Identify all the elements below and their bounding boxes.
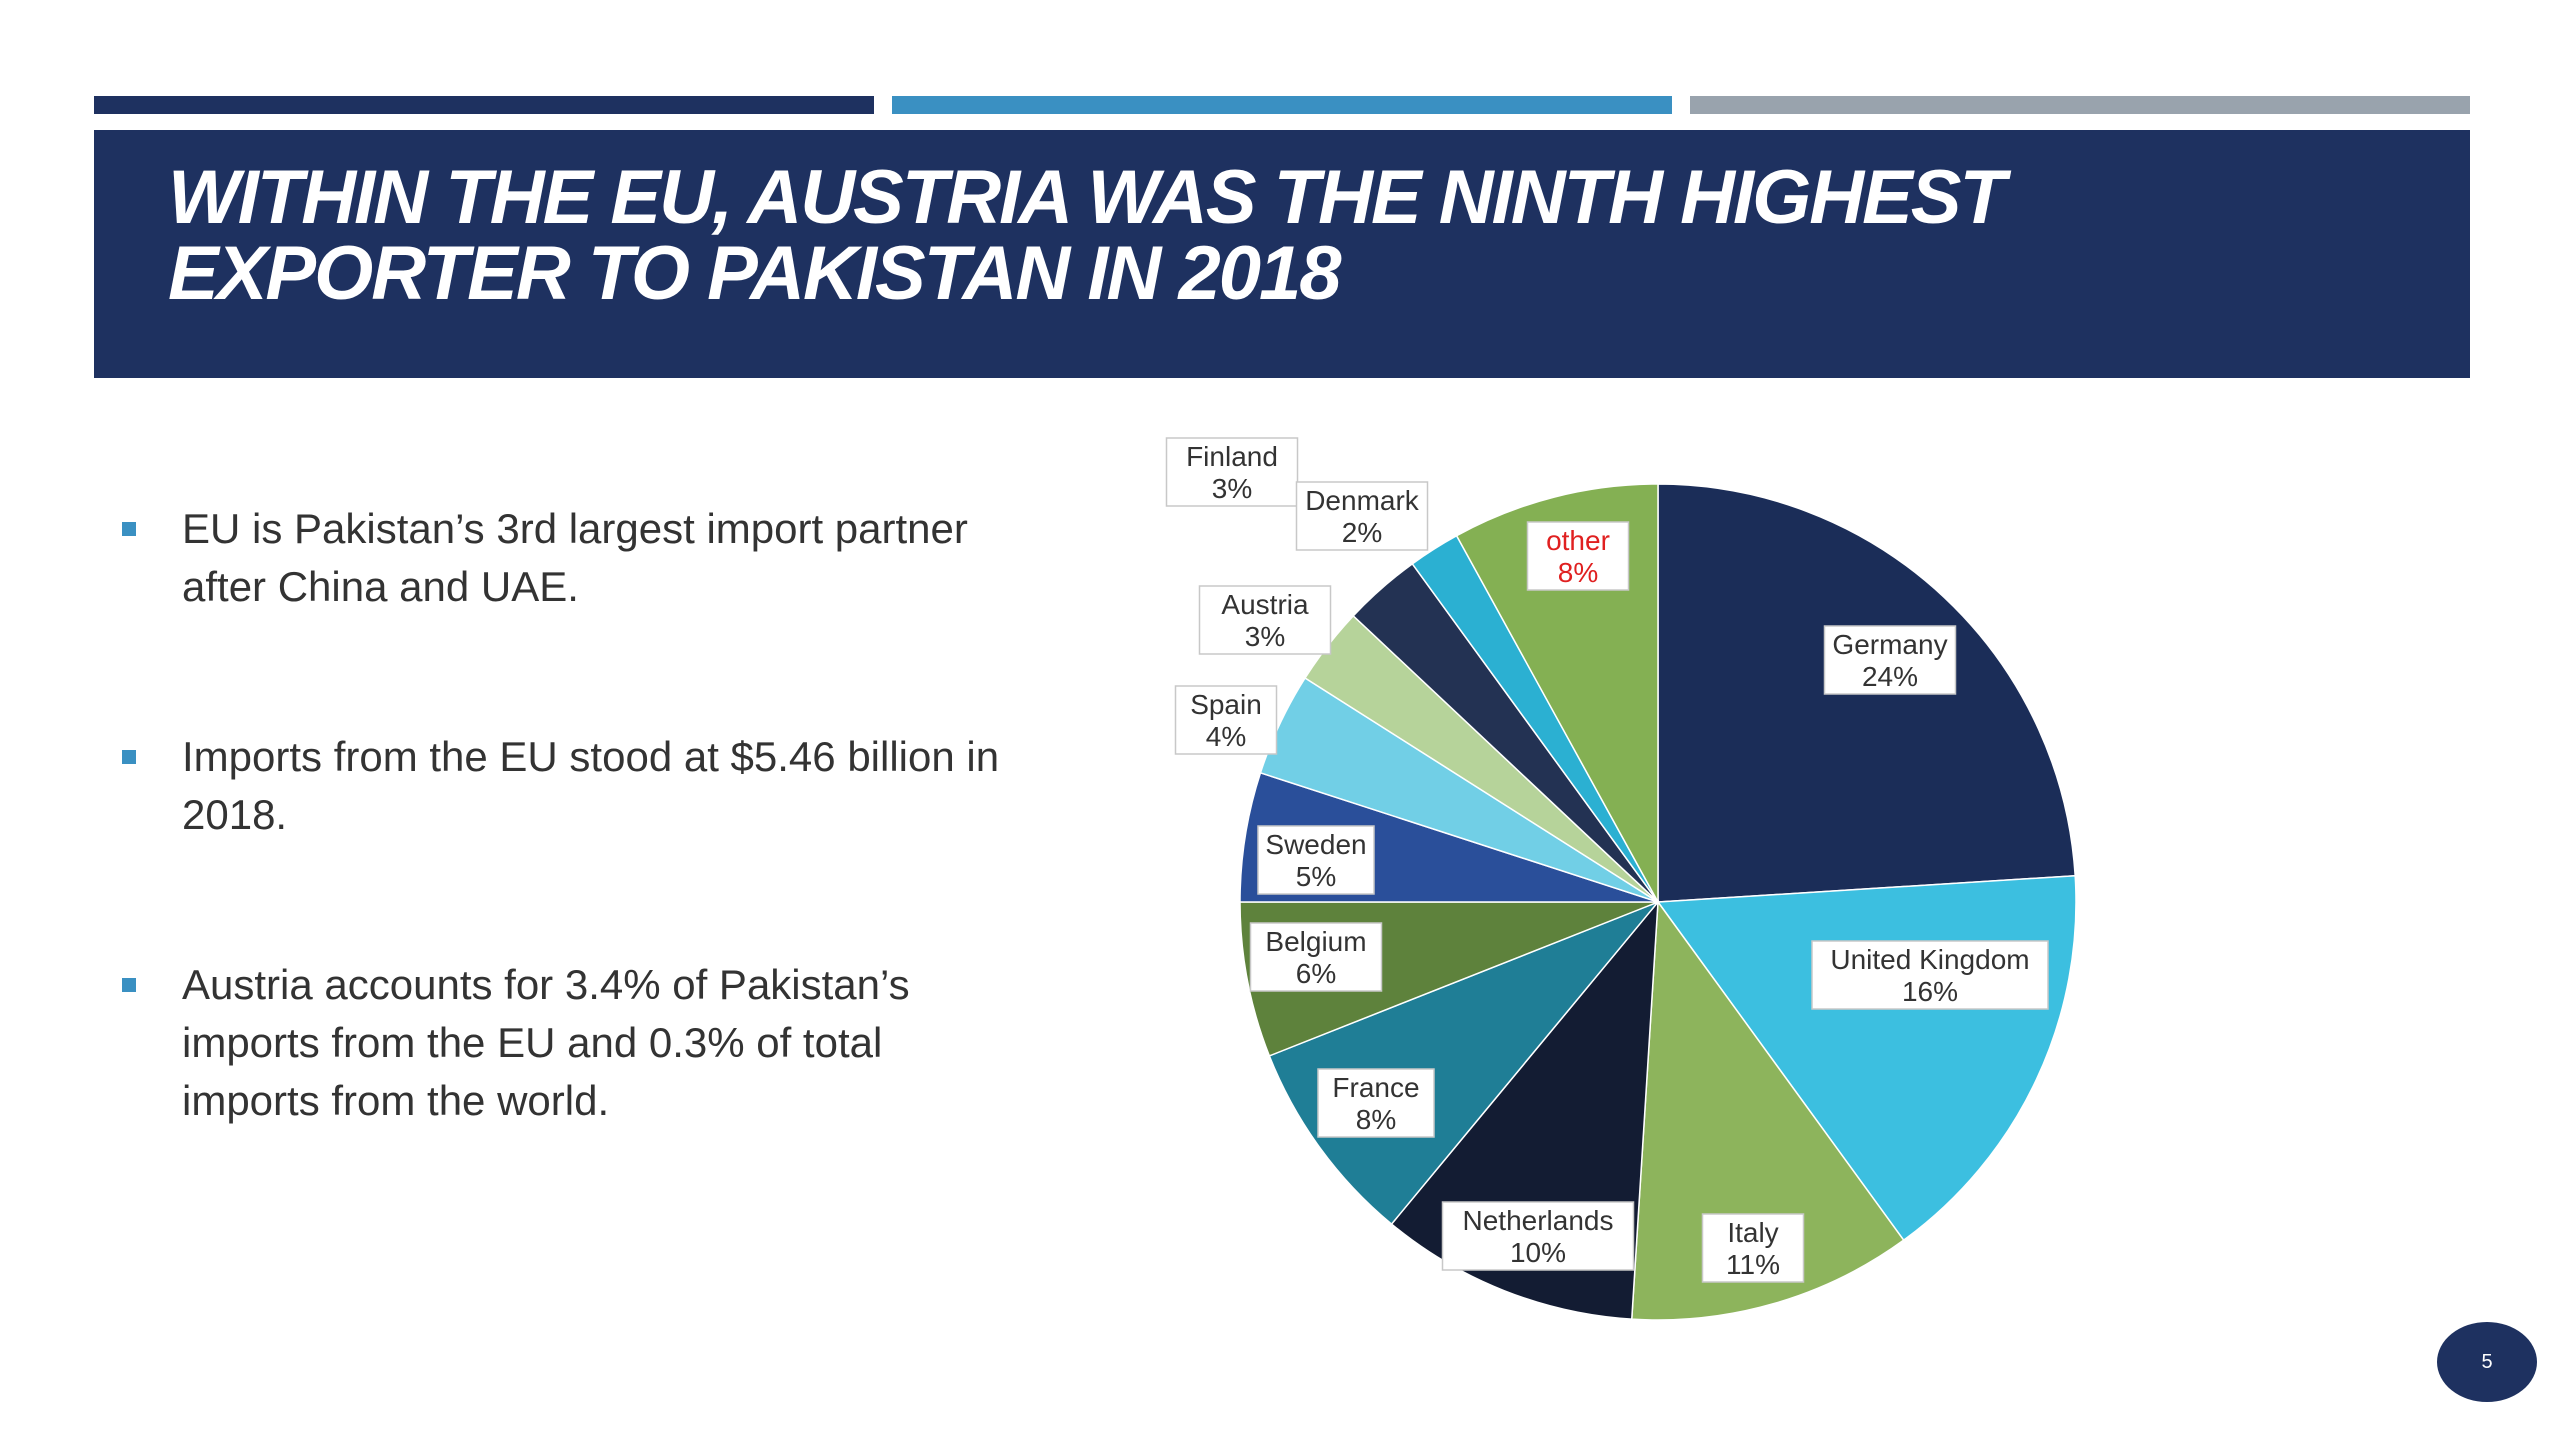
data-label-box (1441, 1201, 1635, 1271)
bullet-item: Austria accounts for 3.4% of Pakistan’s … (118, 956, 1018, 1130)
data-label-value: 16% (1902, 976, 1958, 1007)
data-label-box (1811, 940, 2049, 1010)
data-label-box (1317, 1068, 1435, 1138)
data-label-value: 3% (1245, 621, 1285, 652)
top-accent-bar-blue (892, 96, 1672, 114)
data-label-value: 5% (1296, 861, 1336, 892)
page-number-badge: 5 (2437, 1322, 2537, 1402)
data-label-name: Sweden (1265, 829, 1366, 860)
data-label-box (1174, 685, 1278, 755)
data-label-box (1249, 922, 1383, 992)
data-label-value: 2% (1342, 517, 1382, 548)
pie-slices (1239, 483, 2077, 1321)
data-label-value: 10% (1510, 1237, 1566, 1268)
page-number: 5 (2481, 1350, 2493, 1373)
data-label-name: Spain (1190, 689, 1262, 720)
data-label-value: 8% (1356, 1104, 1396, 1135)
data-label-name: Belgium (1265, 926, 1366, 957)
data-label-name: United Kingdom (1830, 944, 2029, 975)
data-label-name: Finland (1186, 441, 1278, 472)
bullet-text: EU is Pakistan’s 3rd largest import part… (182, 505, 968, 610)
pie-slice-france (1268, 901, 1659, 1226)
data-label-box (1701, 1213, 1805, 1283)
data-label-value: 4% (1206, 721, 1246, 752)
data-label-value: 8% (1558, 557, 1598, 588)
data-label-name: France (1332, 1072, 1419, 1103)
bullet-item: Imports from the EU stood at $5.46 billi… (118, 728, 1018, 844)
bullet-list: EU is Pakistan’s 3rd largest import part… (118, 500, 1018, 1242)
data-label-name: Austria (1221, 589, 1309, 620)
data-label-name: Netherlands (1463, 1205, 1614, 1236)
bullet-marker-icon (122, 750, 136, 764)
data-label-box (1295, 481, 1429, 551)
data-label-name: other (1546, 525, 1610, 556)
bullet-marker-icon (122, 522, 136, 536)
top-accent-bar-gray (1690, 96, 2470, 114)
pie-slice-italy (1630, 899, 1905, 1321)
data-label-name: Germany (1832, 629, 1947, 660)
bullet-text: Austria accounts for 3.4% of Pakistan’s … (182, 961, 910, 1124)
slide-title: Within the EU, Austria was the ninth hig… (168, 155, 2006, 316)
bullet-marker-icon (122, 978, 136, 992)
data-label-value: 6% (1296, 958, 1336, 989)
data-label-box (1823, 625, 1957, 695)
data-label-box (1165, 437, 1299, 507)
title-banner: Within the EU, Austria was the ninth hig… (94, 130, 2470, 378)
data-label-name: Italy (1727, 1217, 1778, 1248)
bullet-item: EU is Pakistan’s 3rd largest import part… (118, 500, 1018, 616)
data-label-value: 3% (1212, 473, 1252, 504)
data-label-box (1526, 521, 1630, 591)
data-label-box (1198, 585, 1332, 655)
top-accent-bar-navy (94, 96, 874, 114)
data-label-value: 24% (1862, 661, 1918, 692)
data-label-name: Denmark (1305, 485, 1420, 516)
data-label-box (1257, 825, 1375, 895)
data-label-value: 11% (1726, 1249, 1780, 1280)
bullet-text: Imports from the EU stood at $5.46 billi… (182, 733, 1000, 838)
